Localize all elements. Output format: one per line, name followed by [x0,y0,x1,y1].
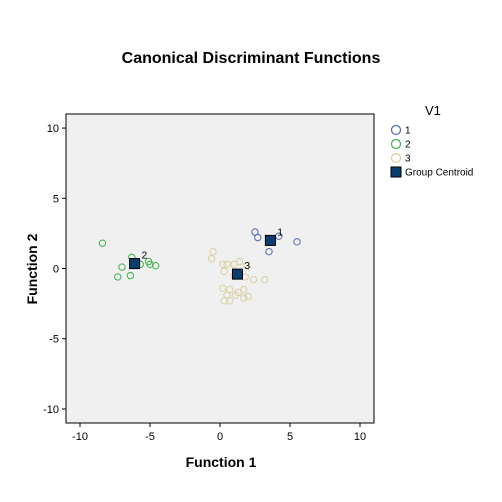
data-point-group-3 [219,260,227,268]
data-point-group-3 [249,276,258,284]
data-point-group-2 [98,239,107,247]
legend-marker-1 [390,124,402,136]
legend-label: 2 [405,140,411,151]
chart-title: Canonical Discriminant Functions [122,50,381,67]
x-tick-label: -10 [72,431,88,443]
centroid-label-2: 2 [142,251,148,262]
x-tick-label: -5 [145,431,155,443]
x-axis-label: Function 1 [186,454,257,470]
data-point-group-2 [144,257,153,266]
data-point-group-3 [223,260,231,268]
legend-label: Group Centroid [405,168,473,179]
data-point-group-3 [209,247,217,256]
legend-marker-2 [390,138,402,150]
data-point-group-2 [114,273,122,281]
x-tick-label: 10 [354,431,366,443]
data-point-group-2 [118,263,126,271]
data-point-group-1 [254,233,262,242]
group-centroid-2 [129,258,141,270]
data-point-group-3 [220,297,228,305]
data-point-group-3 [219,284,227,292]
y-tick-label: 10 [47,123,59,135]
plot-area [65,113,375,424]
y-tick-label: 0 [53,264,59,276]
centroid-label-3: 3 [245,261,251,272]
legend-label: 3 [405,154,411,165]
data-point-group-2 [151,261,160,270]
data-point-group-3 [261,276,269,284]
legend-marker-centroid [390,166,402,178]
legend: V1 1 2 3 Group Centroid [390,103,473,179]
data-point-group-1 [265,247,273,256]
legend-label: 1 [405,126,411,137]
data-point-group-3 [240,285,248,294]
data-point-group-3 [220,267,228,276]
y-tick-label: -5 [49,334,59,346]
group-centroid-1 [264,234,276,246]
data-point-group-3 [244,292,252,301]
legend-title: V1 [425,103,441,118]
centroid-label-1: 1 [277,227,283,238]
data-point-group-3 [231,291,240,299]
data-point-group-3 [242,261,251,270]
y-axis-label: Function 2 [24,233,40,304]
group-centroid-3 [232,268,243,280]
data-point-group-3 [226,297,234,305]
data-point-group-2 [126,271,135,280]
data-point-group-3 [207,254,216,263]
y-tick-label: -10 [43,404,59,416]
x-tick-label: 5 [287,431,293,443]
x-tick-label: 0 [217,431,223,443]
data-point-group-1 [293,238,301,246]
data-point-group-3 [235,257,244,266]
y-tick-label: 5 [53,193,59,205]
legend-marker-3 [390,152,402,164]
data-point-group-3 [240,294,248,302]
